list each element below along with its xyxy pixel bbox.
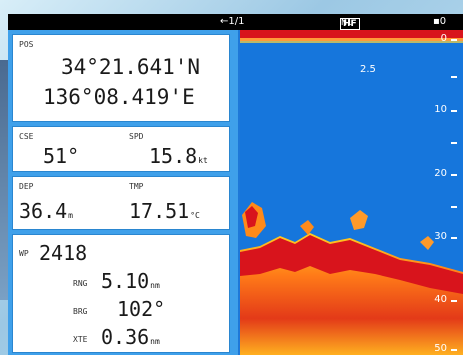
waypoint-number: 2418 [39, 241, 88, 265]
depth-tick-minor-3 [451, 206, 457, 208]
depth-tick-30 [451, 237, 457, 239]
frequency-mode-label: HF [340, 18, 360, 30]
course-label: CSE [19, 132, 34, 141]
echogram-view: 2.5 0 10 20 30 40 50 [240, 30, 463, 355]
cross-track-value: 0.36 [101, 325, 150, 349]
range-value: 5.10 [101, 269, 150, 293]
cross-track-unit: nm [150, 337, 160, 346]
fish-echo-mid [300, 220, 314, 235]
depth-scale-30: 30 [434, 231, 447, 242]
depth-scale-20: 20 [434, 168, 447, 179]
status-bar: ←1/1 HF N1 ▪0 [8, 14, 463, 30]
depth-readout: 36.4m [19, 199, 73, 223]
depth-value: 36.4 [19, 199, 68, 223]
range-unit: nm [150, 281, 160, 290]
position-label: POS [19, 40, 34, 49]
depth-scale-50: 50 [434, 343, 447, 354]
range-readout: 5.10nm [101, 269, 160, 293]
temperature-readout: 17.51°C [129, 199, 200, 223]
course-speed-box: CSE 51° SPD 15.8kt [12, 126, 230, 172]
surface-echo-faint [240, 41, 463, 43]
signal-indicator: ▪0 [433, 16, 447, 27]
waypoint-box: WP 2418 RNG 5.10nm BRG 102° XTE 0.36nm [12, 234, 230, 353]
bearing-value: 102° [117, 297, 166, 321]
longitude-value: 136°08.419'E [43, 85, 195, 109]
surface-line [240, 30, 463, 38]
depth-tick-50 [451, 349, 457, 351]
range-label: RNG [73, 279, 88, 288]
depth-tick-minor-2 [451, 142, 457, 144]
echogram-image [240, 30, 463, 355]
depth-tick-minor-1 [451, 76, 457, 78]
temperature-value: 17.51 [129, 199, 190, 223]
temperature-unit: °C [190, 211, 200, 220]
frequency-mode-suffix: N1 [341, 18, 353, 27]
depth-scale-10: 10 [434, 104, 447, 115]
speed-unit: kt [198, 156, 208, 165]
range-marker-label: 2.5 [360, 64, 376, 75]
position-box: POS 34°21.641'N 136°08.419'E [12, 34, 230, 122]
surface-echo [240, 38, 463, 41]
speed-label: SPD [129, 132, 144, 141]
latitude-value: 34°21.641'N [61, 55, 201, 79]
course-value: 51° [43, 144, 80, 168]
cross-track-readout: 0.36nm [101, 325, 160, 349]
depth-temp-box: DEP 36.4m TMP 17.51°C [12, 176, 230, 230]
cross-track-label: XTE [73, 335, 88, 344]
speed-value: 15.8 [149, 144, 198, 168]
depth-tick-20 [451, 174, 457, 176]
depth-tick-40 [451, 300, 457, 302]
waypoint-label: WP [19, 249, 29, 258]
depth-tick-10 [451, 110, 457, 112]
bearing-label: BRG [73, 307, 88, 316]
depth-scale-0: 0 [440, 33, 447, 44]
navigation-data-panel: POS 34°21.641'N 136°08.419'E CSE 51° SPD… [8, 30, 238, 355]
fish-school-left-core [245, 206, 258, 228]
speed-readout: 15.8kt [149, 144, 208, 168]
fish-echo-far [420, 236, 434, 250]
depth-scale-40: 40 [434, 294, 447, 305]
depth-unit: m [68, 211, 73, 220]
display-screen: ←1/1 HF N1 ▪0 POS 34°21.641'N 136°08.419'… [8, 14, 463, 355]
temperature-label: TMP [129, 182, 144, 191]
depth-label: DEP [19, 182, 34, 191]
bottom-line [240, 235, 463, 294]
page-indicator: ←1/1 [220, 16, 245, 27]
fish-echo-right [350, 210, 368, 230]
depth-tick-0 [451, 39, 457, 41]
bezel-edge [0, 60, 8, 300]
